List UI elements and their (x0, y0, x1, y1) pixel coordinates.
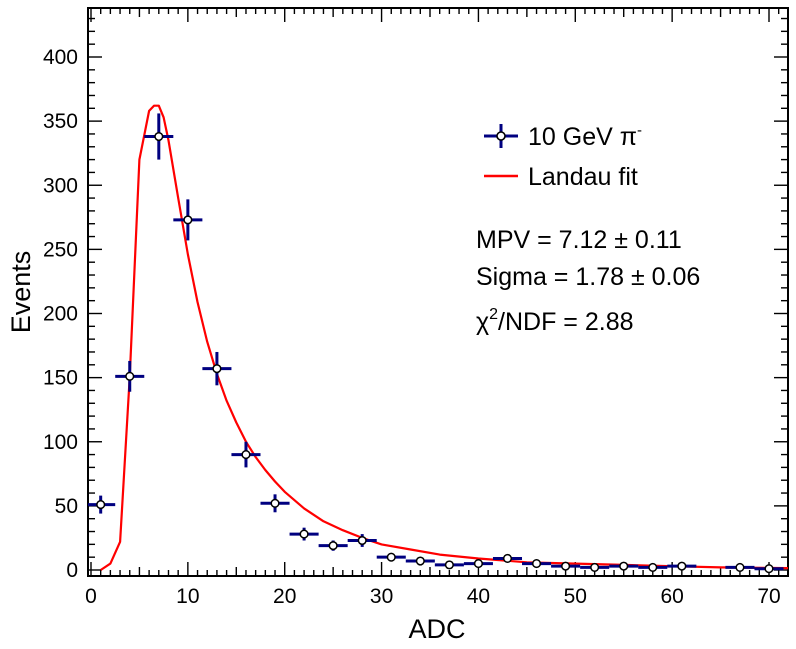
y-tick-label: 350 (43, 110, 78, 133)
data-marker (270, 498, 280, 508)
data-point (376, 552, 406, 562)
data-marker (590, 562, 600, 572)
data-point (638, 562, 668, 572)
data-marker (473, 559, 483, 569)
data-point (580, 562, 610, 572)
data-point (347, 534, 377, 547)
data-point (173, 199, 203, 241)
stat-sigma: Sigma = 1.78 ± 0.06 (476, 263, 700, 291)
y-tick-label: 50 (55, 495, 78, 518)
data-marker (386, 552, 396, 562)
x-tick-label: 50 (564, 585, 587, 608)
data-marker (502, 553, 513, 564)
y-tick-label: 300 (43, 174, 78, 197)
data-point (434, 560, 464, 570)
data-marker (415, 556, 425, 566)
data-point (289, 527, 319, 541)
data-marker (328, 541, 338, 551)
data-marker (677, 561, 687, 571)
fit-curve (100, 104, 789, 571)
data-point (725, 562, 755, 572)
x-tick-label: 70 (757, 585, 780, 608)
data-marker (96, 500, 106, 510)
y-tick-label: 100 (43, 431, 78, 454)
data-marker (764, 564, 774, 574)
data-point (260, 494, 290, 513)
data-marker (561, 561, 571, 571)
data-point (667, 561, 697, 571)
x-tick-label: 30 (370, 585, 393, 608)
data-point (551, 561, 581, 571)
data-marker (357, 535, 367, 546)
data-marker (648, 562, 658, 572)
x-tick-label: 20 (273, 585, 296, 608)
y-axis-title: Events (6, 251, 36, 334)
y-tick-label: 400 (43, 46, 78, 69)
data-point (231, 441, 261, 468)
x-tick-label: 0 (85, 585, 97, 608)
data-point (144, 113, 174, 160)
x-tick-label: 40 (467, 585, 490, 608)
data-marker (735, 562, 745, 572)
data-marker (444, 560, 454, 570)
data-marker (154, 131, 164, 142)
stat-chi2: χ2/NDF = 2.88 (476, 306, 634, 336)
data-marker (125, 371, 135, 381)
data-marker (619, 561, 629, 571)
data-point (754, 564, 784, 574)
y-tick-label: 250 (43, 238, 78, 261)
data-point (202, 351, 232, 386)
y-tick-label: 0 (66, 559, 78, 582)
legend-label-fit: Landau fit (528, 163, 638, 191)
data-point (463, 559, 493, 569)
data-marker (183, 215, 193, 225)
axis-ticks (88, 8, 788, 576)
legend-label-data: 10 GeV π- (528, 122, 642, 151)
legend: 10 GeV π- Landau fit (484, 122, 642, 191)
data-marker (241, 450, 251, 460)
data-point (609, 561, 639, 571)
stat-mpv: MPV = 7.12 ± 0.11 (476, 226, 682, 254)
plot-frame (87, 7, 789, 577)
x-tick-label: 60 (660, 585, 683, 608)
data-point (522, 559, 552, 569)
data-marker (212, 364, 222, 374)
points-layer (88, 113, 784, 574)
x-axis-title: ADC (408, 614, 465, 644)
y-tick-labels: 0 50 100 150 200 250 300 350 400 (43, 46, 78, 582)
data-point (115, 360, 145, 392)
y-tick-label: 200 (43, 303, 78, 326)
data-point (405, 556, 435, 566)
x-tick-labels: 0 10 20 30 40 50 60 70 (85, 585, 781, 608)
fit-layer (100, 104, 789, 571)
legend-marker-data (484, 124, 518, 148)
data-point (318, 540, 348, 551)
y-tick-label: 150 (43, 367, 78, 390)
data-marker (299, 529, 309, 539)
x-tick-label: 10 (176, 585, 199, 608)
data-point (492, 553, 523, 564)
data-point (88, 495, 116, 514)
data-marker (531, 559, 542, 569)
